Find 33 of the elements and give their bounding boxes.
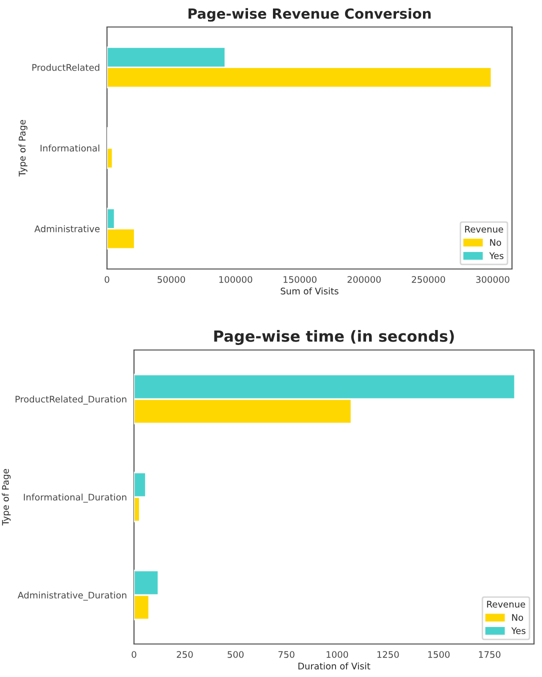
x-tick-label: 1000 (326, 651, 348, 658)
y-tick-label: Informational_Duration (24, 494, 126, 503)
legend-label: No (490, 239, 502, 246)
x-tick-label: 1250 (377, 651, 399, 658)
y-axis-title: Type of Page (2, 468, 11, 526)
legend-title: Revenue (487, 600, 526, 608)
x-tick-label: 300000 (476, 276, 510, 283)
chart-title: Page-wise Revenue Conversion (188, 8, 431, 22)
x-tick-label: 150000 (284, 276, 316, 283)
y-tick-label: ProductRelated_Duration (16, 396, 126, 405)
x-tick-label: 500 (228, 651, 244, 658)
legend-title: Revenue (465, 226, 504, 233)
y-tick-label: Administrative_Duration (18, 592, 126, 601)
x-tick-label: 250 (176, 651, 193, 658)
y-tick-label: Administrative (34, 225, 100, 232)
x-axis-title: Duration of Visit (298, 662, 370, 670)
y-tick-label: Informational (40, 144, 100, 152)
x-axis-title: Sum of Visits (280, 287, 338, 294)
chart-title: Page-wise time (in seconds) (214, 330, 454, 345)
legend-label: Yes (511, 627, 526, 634)
legend-label: No (512, 614, 524, 621)
x-tick-label: 0 (132, 651, 136, 658)
x-tick-label: 1500 (428, 651, 450, 658)
y-tick-label: ProductRelated (32, 64, 100, 71)
x-tick-label: 50000 (158, 276, 186, 283)
y-axis-title: Type of Page (18, 120, 28, 177)
x-tick-label: 200000 (348, 276, 381, 283)
x-tick-label: 100000 (219, 276, 252, 283)
x-tick-label: 250000 (412, 276, 446, 283)
legend-label: Yes (489, 252, 504, 260)
x-tick-label: 750 (278, 651, 294, 658)
x-tick-label: 0 (104, 276, 110, 283)
x-tick-label: 1750 (479, 651, 500, 658)
